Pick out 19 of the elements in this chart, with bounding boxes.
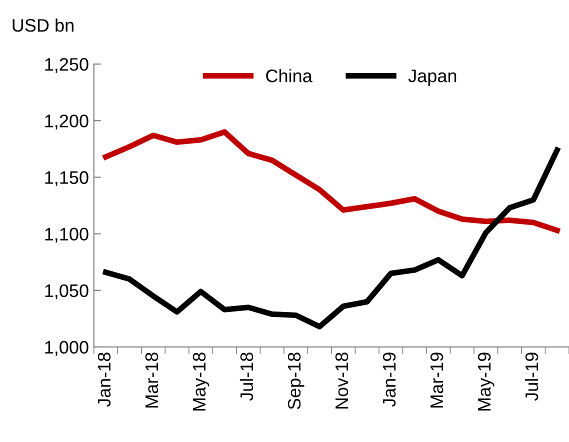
x-tick-label: May-19 (478, 352, 494, 411)
legend-label: Japan (408, 70, 456, 86)
x-tick-label: Jul-18 (240, 352, 254, 401)
x-tick-label: Jan-18 (98, 352, 111, 407)
x-tick-label: Mar-19 (430, 352, 444, 408)
y-tick-label: 1,050 (45, 284, 88, 300)
x-tick-label: Sep-18 (288, 352, 304, 410)
y-axis-title: USD bn (12, 18, 74, 32)
x-tick-label: Jul-19 (524, 352, 538, 401)
y-tick-label: 1,000 (45, 340, 88, 356)
x-tick-label: Jan-19 (382, 352, 396, 407)
y-tick-label: 1,200 (45, 114, 88, 130)
x-tick-label: Mar-18 (145, 352, 158, 408)
legend-label: China (266, 69, 312, 82)
y-tick-label: 1,250 (45, 58, 88, 73)
x-tick-label: May-18 (192, 352, 210, 411)
x-tick-label: Nov-18 (335, 352, 348, 409)
y-tick-label: 1,100 (45, 228, 88, 243)
y-tick-label: 1,150 (45, 171, 88, 186)
